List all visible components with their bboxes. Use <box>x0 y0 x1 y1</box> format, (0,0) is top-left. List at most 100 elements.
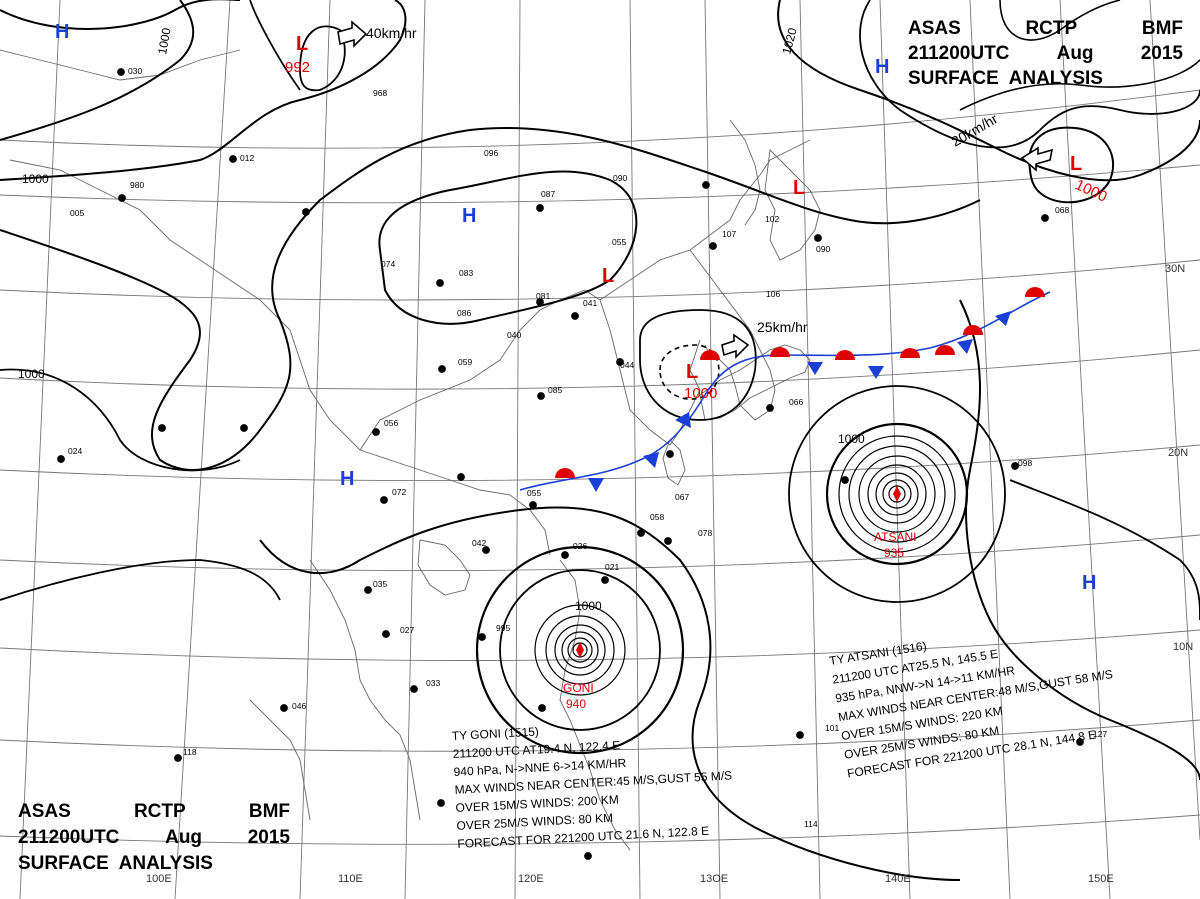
station-pressure: 118 <box>183 747 197 757</box>
isobar-ne-outer <box>859 0 1200 149</box>
isobar-sw <box>0 559 281 601</box>
cold-front-mark <box>957 339 973 354</box>
low-center: L <box>686 361 698 383</box>
station-pressure: 078 <box>698 528 712 538</box>
meridian-150e <box>1059 0 1111 899</box>
goni-line-1: TY GONI (1515) <box>451 724 539 743</box>
chart-title: SURFACE ANALYSIS <box>18 853 213 874</box>
lat-label-10n: 10N <box>1173 641 1193 653</box>
isobar-label: 1000 <box>575 599 602 613</box>
valid-time: 211200UTC <box>18 827 120 848</box>
title-block-bottom: ASAS RCTP BMF 211200UTC Aug 2015 SURFACE… <box>18 799 290 877</box>
cold-front-mark <box>588 478 604 492</box>
stationary-front <box>519 287 1051 492</box>
lat-label-20n: 20N <box>1168 447 1188 459</box>
station-pressure: 087 <box>541 189 555 199</box>
warm-front-mark <box>700 350 720 360</box>
station-pressure: 027 <box>400 625 414 635</box>
typhoon-symbols <box>576 486 901 658</box>
meridian-95e <box>19 0 61 899</box>
station-pressure: 046 <box>292 701 306 711</box>
valid-month: Aug <box>1056 43 1094 64</box>
parallel-25n <box>0 349 1200 390</box>
isobar-japan-low <box>639 309 757 421</box>
station-pressure: 035 <box>373 579 387 589</box>
low-pressure-value: 992 <box>285 59 310 76</box>
isobar-low-992-outer <box>249 0 301 91</box>
station-pressure: 021 <box>605 562 619 572</box>
station-pressure: 090 <box>613 173 627 183</box>
station-pressure: 107 <box>722 229 736 239</box>
isobar-east <box>959 299 1200 781</box>
isobar-low-992 <box>299 25 346 92</box>
lon-label-130e: 13OE <box>700 873 728 885</box>
typhoon-atsani-name: ATSANI <box>874 530 916 544</box>
station-pressure: 044 <box>620 360 634 370</box>
coast-indochina <box>309 559 421 821</box>
agency-code: ASAS <box>908 18 961 39</box>
isobar-label: 1000 <box>18 367 45 381</box>
coast-north <box>0 49 241 81</box>
warm-front-mark <box>963 325 983 335</box>
motion-arrows <box>337 20 1054 359</box>
station-pressure: 083 <box>459 268 473 278</box>
station-code: RCTP <box>1025 18 1078 39</box>
high-center: H <box>340 468 354 490</box>
lon-label-110e: 110E <box>338 873 363 885</box>
station-pressure: 067 <box>675 492 689 502</box>
title-line-2: 211200UTC Aug 2015 <box>18 825 290 851</box>
motion-label: 25km/hr <box>757 319 808 335</box>
high-center: H <box>55 21 69 43</box>
typhoon-atsani-pressure: 935 <box>884 546 904 560</box>
title-line-1: ASAS RCTP BMF <box>908 16 1183 41</box>
parallel-40n <box>0 89 1200 149</box>
typhoon-goni-pressure: 940 <box>566 697 586 711</box>
chart-title: SURFACE ANALYSIS <box>908 68 1103 89</box>
title-block-top: ASAS RCTP BMF 211200UTC Aug 2015 SURFACE… <box>908 16 1183 91</box>
lon-label-140e: 140E <box>885 873 911 885</box>
parallel-15n <box>0 534 1200 572</box>
station-pressure: 101 <box>825 723 839 733</box>
station-pressure: 085 <box>548 385 562 395</box>
typhoon-atsani-icon <box>893 486 901 502</box>
lon-label-150e: 150E <box>1088 873 1114 885</box>
office-code: BMF <box>1141 18 1183 39</box>
parallel-30n <box>0 259 1200 301</box>
station-pressure: 024 <box>68 446 82 456</box>
isobar-closed-mid <box>378 170 638 325</box>
station-pressure: 074 <box>381 259 395 269</box>
station-pressure: 040 <box>507 330 521 340</box>
meridian-120e <box>514 0 521 899</box>
valid-time: 211200UTC <box>908 43 1010 64</box>
station-pressure: 041 <box>583 298 597 308</box>
cold-front-mark <box>643 452 659 468</box>
warm-front-mark <box>900 348 920 358</box>
valid-year: 2015 <box>1140 43 1183 64</box>
station-pressure: 072 <box>392 487 406 497</box>
station-pressure: 033 <box>426 678 440 688</box>
station-pressure: 106 <box>766 289 780 299</box>
lon-label-120e: 120E <box>518 873 544 885</box>
low-center: L <box>793 177 805 199</box>
title-line-1: ASAS RCTP BMF <box>18 799 290 825</box>
station-code: RCTP <box>133 801 186 822</box>
isobar-far-east <box>1009 479 1200 621</box>
station-pressure: 012 <box>240 153 254 163</box>
warm-front-mark <box>555 468 575 478</box>
coast-hainan <box>417 539 471 596</box>
isobar-label: 1020 <box>779 26 800 56</box>
station-pressure: 066 <box>789 397 803 407</box>
station-pressure: 968 <box>373 88 387 98</box>
coast-china-south <box>9 159 551 556</box>
typhoon-atsani-rings <box>788 385 1006 603</box>
parallel-10n <box>0 629 1200 661</box>
typhoon-goni-icon <box>576 642 584 658</box>
coast-sakhalin <box>729 119 761 226</box>
isobar-ne-inner <box>959 59 1200 111</box>
cold-front-mark <box>868 366 884 379</box>
meridian-125e <box>629 0 641 899</box>
isobar-1000-nw <box>0 0 195 141</box>
parallel-35n <box>0 164 1200 204</box>
